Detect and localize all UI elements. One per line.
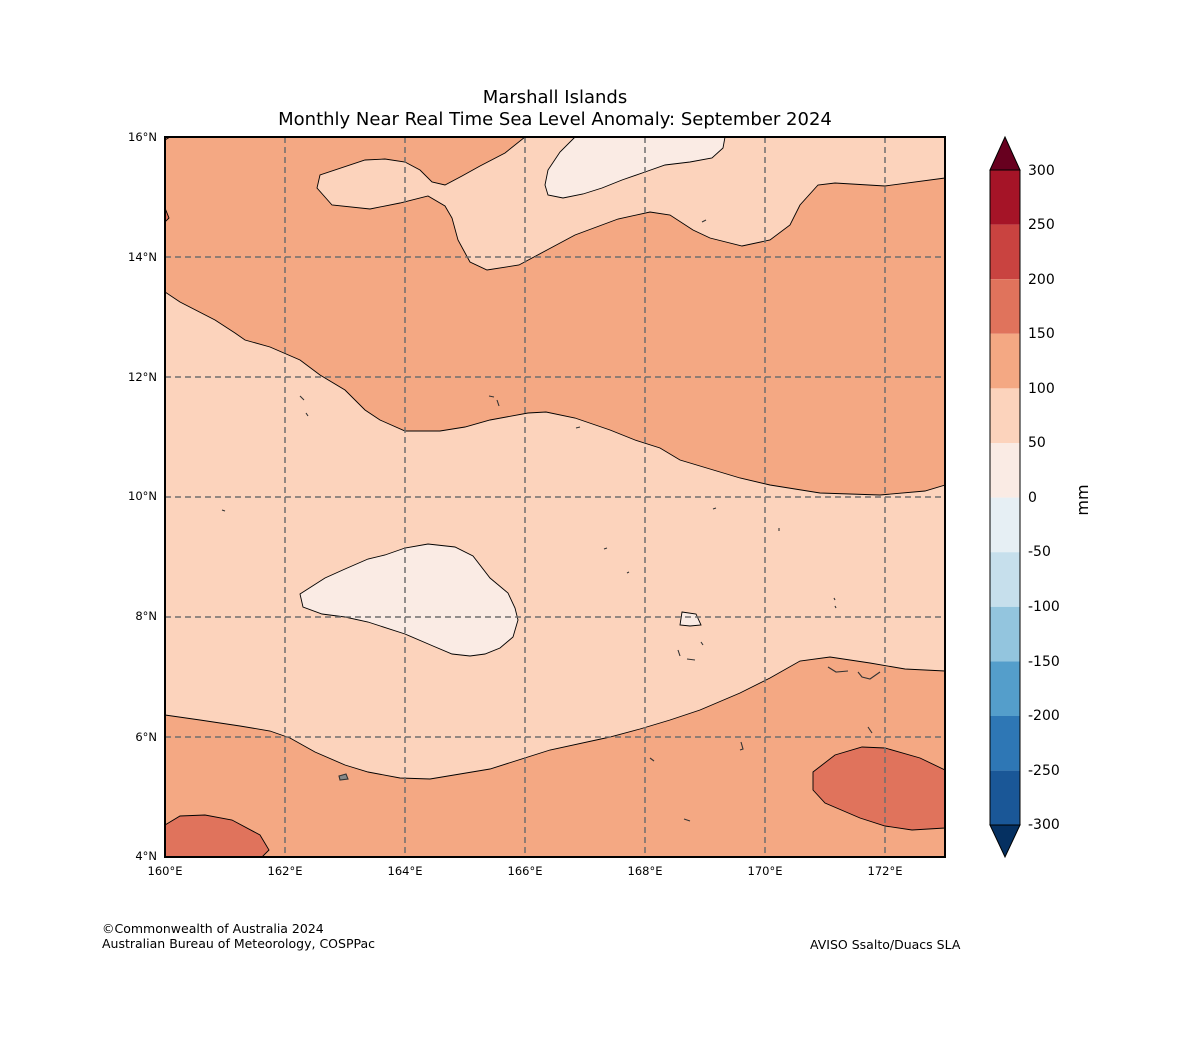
map-frame (164, 136, 946, 858)
contour-band-0-50-small (679, 611, 702, 627)
colorbar-segment (990, 279, 1020, 334)
atoll-outline (299, 395, 305, 401)
colorbar-frame (989, 169, 1021, 826)
colorbar-tick-label: 50 (1028, 435, 1046, 451)
colorbar-tick-label: -300 (1028, 817, 1060, 833)
colorbar-segment (990, 333, 1020, 389)
gridlines (165, 137, 945, 857)
colorbar-tick-label: 200 (1028, 272, 1055, 288)
colorbar-extend-bottom (989, 824, 1021, 859)
colorbar-tick-label: -250 (1028, 763, 1060, 779)
lat-axis-labels: 16°N 14°N 12°N 10°N 8°N 6°N 4°N (128, 130, 157, 863)
lat-label: 16°N (128, 130, 157, 144)
colorbar-segment (990, 170, 1020, 225)
atoll-outline (626, 571, 630, 574)
lat-label: 4°N (135, 849, 157, 863)
lon-label: 160°E (148, 864, 183, 878)
colorbar-segment (990, 224, 1020, 280)
atoll-outline (496, 399, 500, 407)
contour-band-0-50-central (299, 543, 519, 657)
contour-band-0-50-north (544, 137, 726, 199)
colorbar-tick-label: 250 (1028, 217, 1055, 233)
chart-subtitle: Monthly Near Real Time Sea Level Anomaly… (278, 109, 832, 130)
lon-axis-labels: 160°E 162°E 164°E 166°E 168°E 170°E 172°… (148, 864, 903, 878)
data-source-text: AVISO Ssalto/Duacs SLA (810, 937, 961, 952)
colorbar-tick-label: 100 (1028, 381, 1055, 397)
lat-label: 8°N (135, 609, 157, 623)
atoll-outline (221, 509, 226, 512)
atoll-outline (834, 605, 837, 609)
atoll-outline (700, 641, 704, 646)
lon-label: 166°E (508, 864, 543, 878)
atoll-outline (827, 666, 849, 673)
lat-label: 6°N (135, 730, 157, 744)
colorbar-extend-top (989, 135, 1021, 171)
colorbar: 300 250 200 150 100 50 0 -50 -100 -150 -… (989, 135, 1092, 859)
atoll-outline (833, 597, 836, 601)
atoll-outline (305, 412, 309, 417)
lon-label: 168°E (628, 864, 663, 878)
colorbar-tick-label: -150 (1028, 654, 1060, 670)
atoll-outline (712, 507, 717, 510)
contour-band-100-150-south (165, 656, 945, 857)
atoll-outline (857, 671, 881, 680)
chart-title: Marshall Islands (482, 87, 628, 108)
atoll-outline (701, 219, 707, 223)
islands-layer (221, 219, 881, 822)
atoll-outline (867, 726, 873, 734)
agency-text: Australian Bureau of Meteorology, COSPPa… (102, 936, 375, 951)
lat-label: 12°N (128, 370, 157, 384)
atoll-outline (683, 818, 691, 822)
colorbar-tick-label: -50 (1028, 544, 1051, 560)
contour-band-150-200-southwest (165, 814, 270, 857)
colorbar-tick-label: 0 (1028, 490, 1037, 506)
lon-label: 172°E (868, 864, 903, 878)
colorbar-segment (990, 661, 1020, 716)
contour-band-100-150-north (165, 137, 945, 496)
atoll-outline (686, 658, 696, 661)
lat-label: 14°N (128, 250, 157, 264)
colorbar-segment (990, 716, 1020, 771)
colorbar-segment (990, 443, 1020, 498)
colorbar-tick-label: -200 (1028, 708, 1060, 724)
colorbar-segment (990, 606, 1020, 662)
atoll-outline (739, 741, 744, 751)
colorbar-segment (990, 770, 1020, 826)
atoll-outline (603, 547, 608, 550)
colorbar-segment (990, 388, 1020, 443)
colorbar-tick-label: 150 (1028, 326, 1055, 342)
atoll-outline (488, 395, 495, 398)
atoll-outline (338, 773, 349, 781)
colorbar-tick-label: 300 (1028, 163, 1055, 179)
colorbar-ticks: 300 250 200 150 100 50 0 -50 -100 -150 -… (1028, 163, 1060, 833)
lat-label: 10°N (128, 489, 157, 503)
atoll-outline (575, 426, 581, 429)
lon-label: 164°E (388, 864, 423, 878)
colorbar-segment (990, 552, 1020, 607)
copyright-text: ©Commonwealth of Australia 2024 (102, 921, 324, 936)
atoll-outline (677, 649, 681, 657)
lon-label: 162°E (268, 864, 303, 878)
colorbar-unit-label: mm (1073, 484, 1092, 515)
lon-label: 170°E (748, 864, 783, 878)
colorbar-tick-label: -100 (1028, 599, 1060, 615)
colorbar-segment (990, 497, 1020, 553)
atoll-outline (649, 757, 655, 762)
